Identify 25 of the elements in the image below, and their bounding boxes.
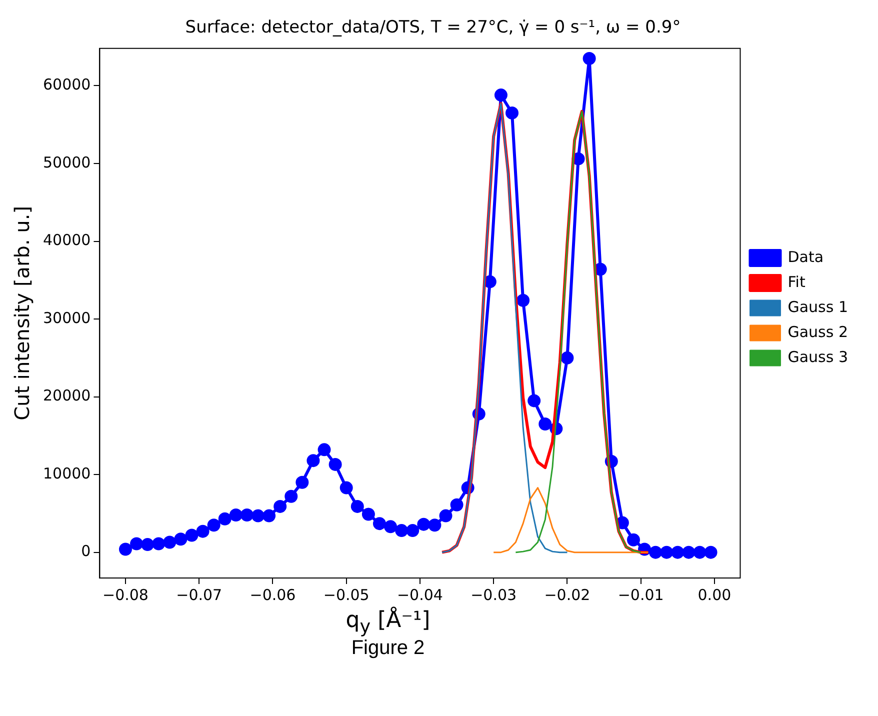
legend-label: Gauss 1 (788, 298, 848, 316)
y-tick-label: 60000 (43, 76, 91, 94)
x-tick-label: −0.07 (176, 586, 222, 604)
x-tick-label: −0.03 (470, 586, 517, 604)
x-tick-label: 0.00 (698, 586, 732, 604)
x-tick-label: −0.05 (323, 586, 370, 604)
legend-label: Data (788, 248, 824, 266)
y-axis-title: Cut intensity [arb. u.] (10, 206, 34, 420)
chart-title: Surface: detector_data/OTS, T = 27°C, γ̇ = 0 s⁻¹, ω = 0.9° (185, 18, 681, 38)
legend-label: Gauss 2 (788, 322, 848, 341)
legend-label: Fit (788, 272, 806, 291)
x-tick-label: −0.06 (250, 586, 296, 604)
y-tick-label: 40000 (43, 231, 91, 250)
y-tick-label: 10000 (43, 464, 91, 482)
y-tick-label: 30000 (43, 308, 91, 327)
x-axis-title: q$_{y}$ [Å⁻¹] (344, 608, 432, 638)
x-tick-label: −0.02 (544, 586, 590, 604)
x-tick-label: −0.08 (102, 586, 148, 604)
y-tick-label: 0 (81, 542, 91, 560)
caption: Figure 2 (350, 637, 426, 660)
x-tick-label: −0.04 (396, 586, 443, 604)
x-tick-label: −0.01 (618, 586, 664, 604)
y-tick-label: 20000 (43, 386, 91, 405)
legend-label: Gauss 3 (788, 348, 848, 366)
y-tick-label: 50000 (43, 153, 91, 172)
